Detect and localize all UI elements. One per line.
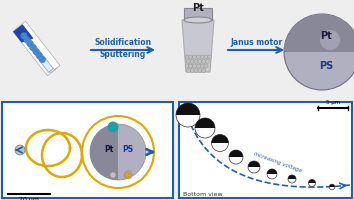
Wedge shape xyxy=(267,169,277,174)
Circle shape xyxy=(229,150,243,164)
Text: Bottom view: Bottom view xyxy=(183,192,223,197)
Circle shape xyxy=(108,121,119,132)
Circle shape xyxy=(185,64,189,68)
FancyBboxPatch shape xyxy=(2,102,173,198)
Circle shape xyxy=(110,172,116,178)
Text: Pt: Pt xyxy=(104,146,114,154)
Circle shape xyxy=(329,184,335,190)
Text: PS: PS xyxy=(122,146,133,154)
Circle shape xyxy=(248,161,260,173)
Circle shape xyxy=(198,60,202,64)
Circle shape xyxy=(320,30,340,50)
Circle shape xyxy=(40,57,45,62)
Bar xyxy=(0,0,354,100)
Polygon shape xyxy=(182,20,214,72)
Wedge shape xyxy=(284,14,354,52)
Circle shape xyxy=(187,60,190,64)
Circle shape xyxy=(196,55,200,59)
Circle shape xyxy=(189,55,193,59)
Circle shape xyxy=(24,37,30,43)
Circle shape xyxy=(211,134,228,152)
Circle shape xyxy=(176,103,200,127)
Text: 20 μm: 20 μm xyxy=(19,197,39,200)
Circle shape xyxy=(288,175,296,183)
Wedge shape xyxy=(90,124,118,180)
Wedge shape xyxy=(329,184,335,187)
Circle shape xyxy=(284,14,354,90)
Wedge shape xyxy=(248,161,260,167)
Text: Pt: Pt xyxy=(192,3,204,13)
Circle shape xyxy=(90,124,146,180)
Circle shape xyxy=(33,49,39,54)
Wedge shape xyxy=(211,134,228,143)
Text: Increasing voltage: Increasing voltage xyxy=(253,151,303,173)
Circle shape xyxy=(30,45,36,50)
Polygon shape xyxy=(17,28,53,72)
Wedge shape xyxy=(308,180,315,183)
Text: Janus motor: Janus motor xyxy=(230,38,282,47)
Ellipse shape xyxy=(184,17,212,23)
Polygon shape xyxy=(13,24,34,43)
Polygon shape xyxy=(13,24,57,76)
Circle shape xyxy=(206,60,210,64)
Circle shape xyxy=(194,68,198,72)
Circle shape xyxy=(200,55,204,59)
Wedge shape xyxy=(195,118,215,128)
Circle shape xyxy=(196,64,200,68)
Circle shape xyxy=(194,60,198,64)
Circle shape xyxy=(185,55,189,59)
Polygon shape xyxy=(16,21,60,73)
Circle shape xyxy=(267,169,277,179)
Circle shape xyxy=(208,55,212,59)
FancyBboxPatch shape xyxy=(179,102,352,198)
Circle shape xyxy=(204,64,208,68)
Circle shape xyxy=(195,118,215,138)
Bar xyxy=(184,8,212,20)
Circle shape xyxy=(190,68,194,72)
Circle shape xyxy=(308,180,315,186)
Circle shape xyxy=(202,68,206,72)
Circle shape xyxy=(190,60,194,64)
Text: Solidification
Sputtering: Solidification Sputtering xyxy=(95,38,152,59)
Circle shape xyxy=(193,55,196,59)
Circle shape xyxy=(193,64,196,68)
Circle shape xyxy=(124,171,132,179)
Circle shape xyxy=(200,64,204,68)
Text: 5 μm: 5 μm xyxy=(326,100,340,105)
Circle shape xyxy=(202,60,206,64)
Circle shape xyxy=(204,55,208,59)
Circle shape xyxy=(189,64,193,68)
Circle shape xyxy=(27,41,33,46)
Circle shape xyxy=(198,68,202,72)
Text: PS: PS xyxy=(319,61,333,71)
Wedge shape xyxy=(229,150,243,157)
Circle shape xyxy=(15,145,25,155)
Wedge shape xyxy=(176,103,200,115)
Circle shape xyxy=(36,53,42,58)
Circle shape xyxy=(21,33,27,39)
Circle shape xyxy=(187,68,190,72)
Text: Pt: Pt xyxy=(320,31,332,41)
Wedge shape xyxy=(288,175,296,179)
